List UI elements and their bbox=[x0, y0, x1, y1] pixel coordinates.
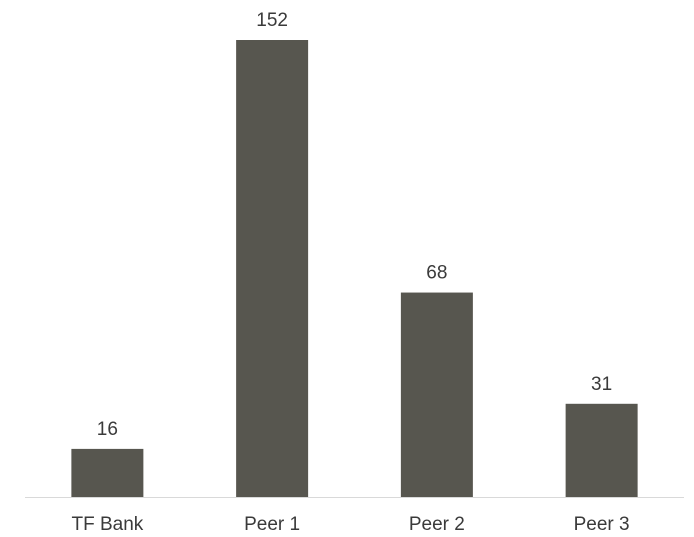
x-tick-label-peer-3: Peer 3 bbox=[574, 514, 630, 535]
x-tick-label-peer-2: Peer 2 bbox=[409, 514, 465, 535]
data-label-peer-2: 68 bbox=[426, 263, 447, 284]
data-label-peer-3: 31 bbox=[591, 374, 612, 395]
bars-group bbox=[71, 40, 638, 497]
bar-peer-2 bbox=[400, 292, 473, 497]
x-tick-label-tf-bank: TF Bank bbox=[71, 514, 143, 535]
bar-peer-3 bbox=[565, 403, 638, 497]
x-tick-label-peer-1: Peer 1 bbox=[244, 514, 300, 535]
data-labels-group: 16 152 68 31 bbox=[97, 10, 612, 440]
data-label-tf-bank: 16 bbox=[97, 419, 118, 440]
bar-tf-bank bbox=[71, 448, 144, 497]
x-tick-labels-group: TF Bank Peer 1 Peer 2 Peer 3 bbox=[71, 514, 629, 535]
bar-peer-1 bbox=[236, 40, 309, 497]
data-label-peer-1: 152 bbox=[256, 10, 288, 31]
